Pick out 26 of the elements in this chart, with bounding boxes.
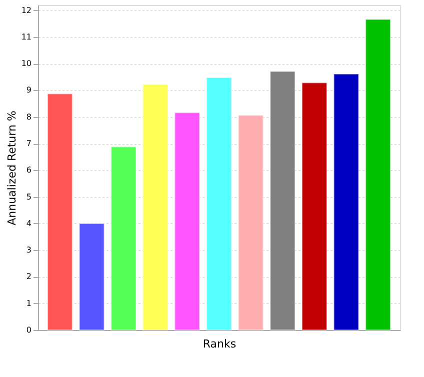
bar — [110, 146, 136, 330]
bar — [78, 222, 105, 330]
y-axis-title: Annualized Return % — [5, 110, 18, 226]
bar — [270, 70, 296, 330]
bar — [174, 112, 200, 330]
y-tick-label: 5 — [26, 192, 32, 202]
y-tick-label: 11 — [21, 32, 32, 42]
bar — [365, 18, 391, 330]
y-tick-label: 2 — [26, 272, 32, 282]
y-tick-label: 7 — [26, 139, 32, 148]
bar — [302, 82, 328, 330]
y-tick-label: 10 — [21, 59, 32, 68]
y-tick-label: 0 — [26, 326, 32, 334]
y-tick-label: 1 — [26, 298, 32, 308]
y-tick-label: 4 — [26, 218, 32, 228]
x-axis-title: Ranks — [202, 338, 236, 350]
bar — [47, 93, 73, 330]
y-tick-label: 6 — [26, 166, 32, 175]
bar — [333, 73, 360, 330]
bar — [206, 76, 232, 330]
bar — [238, 114, 264, 330]
y-tick-label: 3 — [26, 246, 32, 255]
y-tick-label: 9 — [26, 86, 32, 95]
bar — [142, 84, 168, 330]
y-tick-label: 8 — [26, 112, 32, 122]
y-tick-label: 12 — [21, 6, 32, 15]
